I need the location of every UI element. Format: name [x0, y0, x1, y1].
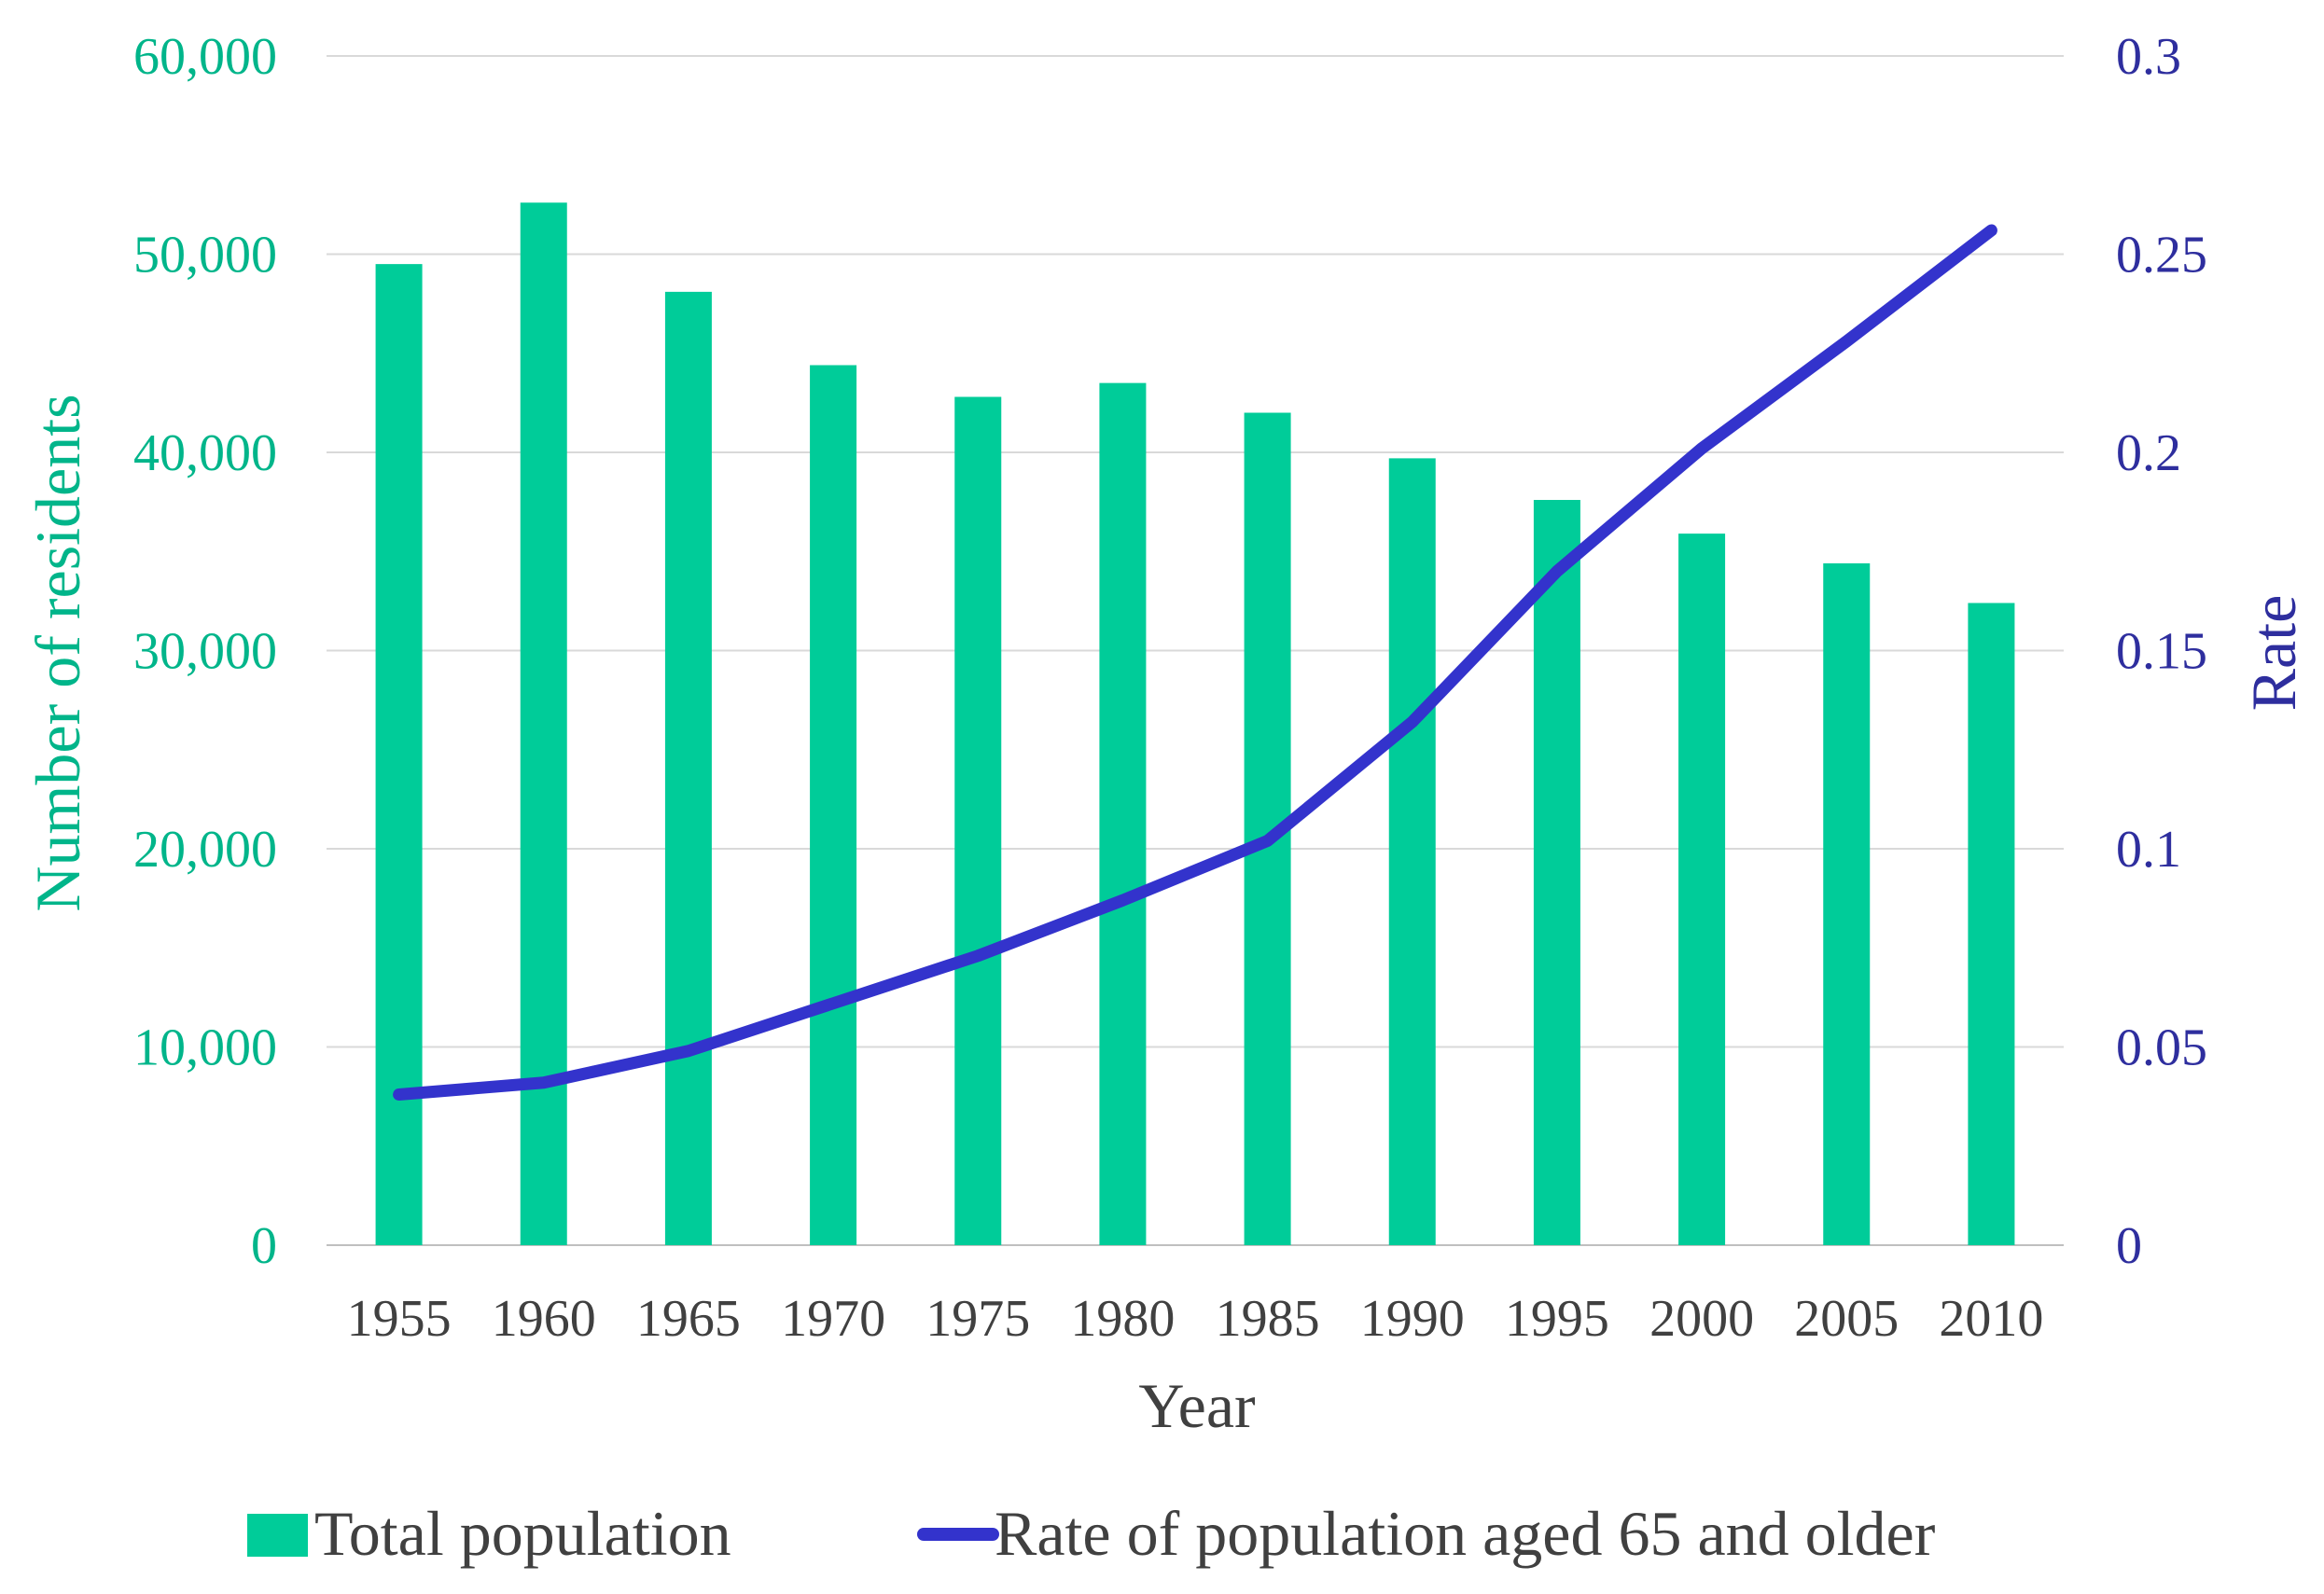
bar-2010 — [1968, 603, 2015, 1245]
bar-1995 — [1533, 500, 1580, 1245]
x-tick-label-1995: 1995 — [1505, 1290, 1609, 1348]
left-tick-label: 0 — [251, 1217, 277, 1275]
left-tick-label: 40,000 — [133, 424, 277, 482]
x-tick-label-1980: 1980 — [1070, 1290, 1175, 1348]
x-tick-label-1960: 1960 — [492, 1290, 596, 1348]
x-tick-label-1965: 1965 — [636, 1290, 741, 1348]
x-tick-label-2005: 2005 — [1794, 1290, 1899, 1348]
left-tick-label: 10,000 — [133, 1019, 277, 1077]
left-axis-ticks: 0 10,000 20,000 30,000 40,000 50,000 60,000 — [133, 28, 277, 1275]
gridlines — [327, 55, 2064, 1246]
right-tick-label: 0.15 — [2116, 623, 2207, 681]
x-tick-label-1990: 1990 — [1360, 1290, 1465, 1348]
bar-1960 — [520, 202, 567, 1245]
left-tick-label: 30,000 — [133, 623, 277, 681]
x-tick-label-2000: 2000 — [1649, 1290, 1754, 1348]
bar-1990 — [1388, 458, 1436, 1245]
left-tick-label: 50,000 — [133, 227, 277, 284]
bar-2000 — [1678, 534, 1726, 1245]
right-tick-label: 0.1 — [2116, 821, 2181, 879]
bar-2005 — [1823, 563, 1871, 1245]
right-tick-label: 0.2 — [2116, 424, 2181, 482]
bar-1975 — [954, 396, 1002, 1245]
right-tick-label: 0.3 — [2116, 28, 2181, 86]
legend-label-total-population: Total population — [314, 1498, 731, 1569]
legend-label-rate: Rate of population aged 65 and older — [995, 1498, 1936, 1569]
bar-1965 — [664, 291, 712, 1245]
x-tick-label-1985: 1985 — [1216, 1290, 1320, 1348]
x-tick-label-2010: 2010 — [1939, 1290, 2043, 1348]
left-tick-label: 20,000 — [133, 821, 277, 879]
bar-series-total-population — [375, 202, 2015, 1245]
bar-1970 — [810, 365, 857, 1245]
x-tick-label-1975: 1975 — [925, 1290, 1030, 1348]
left-tick-label: 60,000 — [133, 28, 277, 86]
right-tick-label: 0.25 — [2116, 227, 2207, 284]
right-tick-label: 0.05 — [2116, 1019, 2207, 1077]
line-series-rate — [393, 224, 1997, 1101]
right-tick-label: 0 — [2116, 1217, 2142, 1275]
x-axis-ticks: 1955 1960 1965 1970 1975 1980 1985 1990 1995 2000… — [347, 1290, 2044, 1348]
left-axis-title: Number of residents — [22, 394, 93, 911]
bar-1980 — [1099, 382, 1147, 1245]
legend: Total population Rate of population aged… — [247, 1498, 1936, 1569]
right-axis-title: Rate — [2238, 595, 2309, 712]
bar-1955 — [375, 264, 423, 1245]
x-axis-title: Year — [1138, 1370, 1256, 1441]
x-tick-label-1970: 1970 — [781, 1290, 885, 1348]
legend-swatch-total-population — [247, 1514, 308, 1557]
x-tick-label-1955: 1955 — [347, 1290, 452, 1348]
right-axis-ticks: 0 0.05 0.1 0.15 0.2 0.25 0.3 — [2116, 28, 2207, 1275]
rate-line — [393, 224, 1997, 1101]
